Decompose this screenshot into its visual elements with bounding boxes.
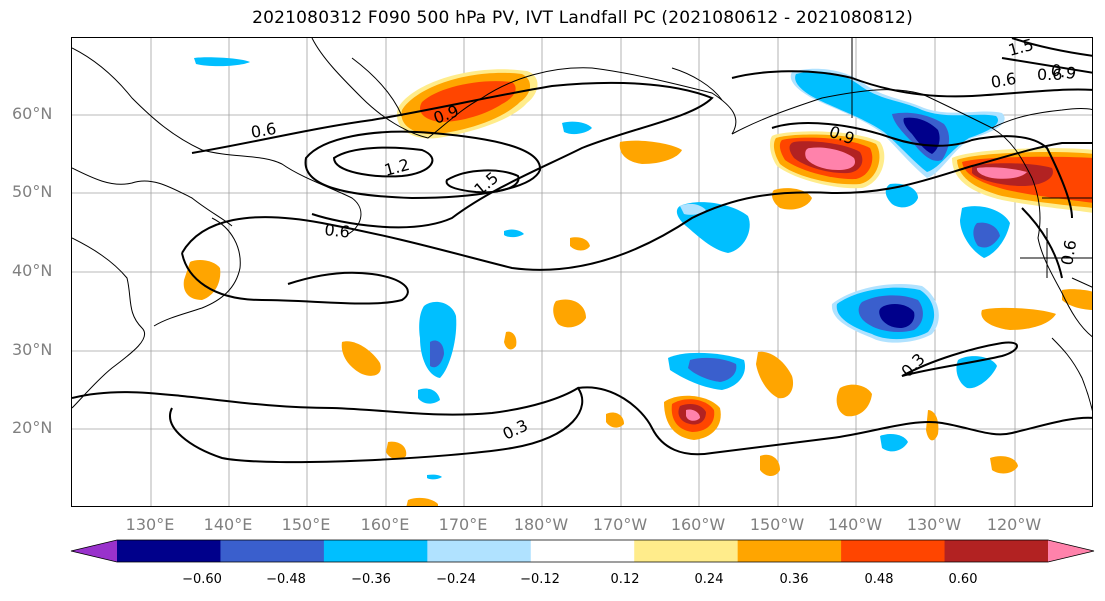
colorbar-box: [117, 540, 221, 562]
shade-small-pos: [981, 307, 1056, 330]
lat-label-50: 50°N: [12, 182, 53, 201]
colorbar-box: [944, 540, 1049, 562]
coastlines: [72, 38, 1092, 412]
contour-label: 0.9: [1049, 60, 1077, 83]
lat-label-40: 40°N: [12, 261, 53, 280]
shade-small-neg: [504, 229, 524, 238]
shade-small-pos: [772, 188, 812, 210]
shade-small-pos: [504, 331, 517, 350]
shade-small-neg: [194, 57, 250, 67]
lat-label-20: 20°N: [12, 418, 53, 437]
shade-small-pos: [756, 351, 794, 399]
colorbar-tick-label: 0.12: [610, 572, 640, 587]
lon-label-140w: 140°W: [827, 515, 883, 534]
shade-small-pos: [760, 454, 780, 476]
gridlines: [72, 38, 1092, 506]
colorbar-outline: [70, 539, 1095, 563]
shade-small-neg: [430, 340, 444, 368]
shade-small-pos: [606, 412, 624, 428]
shade-small-pos: [990, 456, 1018, 474]
map-title: 2021080312 F090 500 hPa PV, IVT Landfall…: [252, 8, 913, 28]
shade-small-pos: [619, 140, 682, 164]
pv-shading: [183, 57, 1092, 506]
contour-label: 0.6: [324, 220, 351, 242]
colorbar-box: [737, 540, 842, 562]
colorbar-tick-label: −0.48: [266, 572, 306, 587]
shade-central-neg: [879, 304, 915, 328]
lon-label-150e: 150°E: [281, 515, 331, 534]
contour-label: 0.6: [1057, 238, 1080, 266]
lon-label-150w: 150°W: [749, 515, 805, 534]
contour-labels: 0.6 0.9 1.2 1.5 0.6 0.9 0.6 1.5 0.9 0.6 …: [249, 38, 1080, 444]
contour-label: 0.6: [249, 119, 277, 142]
lon-label-170w: 170°W: [592, 515, 648, 534]
shade-small-neg: [419, 301, 457, 378]
contour-label: 0.3: [500, 416, 531, 444]
shade-small-neg: [427, 474, 442, 480]
shade-small-pos: [183, 260, 221, 300]
colorbar-tick-label: 0.36: [779, 572, 809, 587]
lat-label-30: 30°N: [12, 340, 53, 359]
lon-label-170e: 170°E: [438, 515, 488, 534]
map-canvas: 0.6 0.9 1.2 1.5 0.6 0.9 0.6 1.5 0.9 0.6 …: [72, 38, 1092, 506]
lon-label-160w: 160°W: [670, 515, 726, 534]
shade-small-pos: [341, 341, 381, 376]
colorbar-tick-label: 0.60: [948, 572, 978, 587]
contour-label: 0.6: [989, 69, 1017, 92]
colorbar-box: [427, 540, 532, 562]
colorbar-tick-label: −0.36: [351, 572, 391, 587]
shade-small-pos: [836, 384, 872, 417]
colorbar-extend-low: [71, 540, 117, 562]
lon-label-130w: 130°W: [906, 515, 962, 534]
shade-ne-pacific: [973, 222, 1000, 248]
contour-label: 0.6: [1037, 65, 1062, 84]
colorbar-box: [841, 540, 946, 562]
colorbar-boxes: [70, 539, 1095, 563]
shade-pacific-nw: [976, 167, 1027, 179]
lon-label-120w: 120°W: [986, 515, 1042, 534]
colorbar-tick-label: −0.60: [182, 572, 222, 587]
shade-ne-pacific: [676, 202, 750, 253]
colorbar-tick-label: 0.48: [864, 572, 894, 587]
shade-gulf-alaska: [805, 147, 856, 170]
lon-label-160e: 160°E: [360, 515, 410, 534]
colorbar-tick-label: −0.12: [520, 572, 560, 587]
shade-ne-pacific: [885, 183, 918, 208]
lon-label-140e: 140°E: [203, 515, 253, 534]
colorbar-tick-label: 0.24: [694, 572, 724, 587]
colorbar-box: [323, 540, 428, 562]
shade-small-pos: [926, 410, 939, 441]
shade-small-pos: [553, 299, 586, 328]
colorbar-tick-label: −0.24: [436, 572, 476, 587]
map-panel: 0.6 0.9 1.2 1.5 0.6 0.9 0.6 1.5 0.9 0.6 …: [71, 37, 1093, 507]
lat-label-60: 60°N: [12, 104, 53, 123]
shade-hawaii-pos: [686, 409, 700, 421]
colorbar-box: [634, 540, 739, 562]
lon-label-180w: 180°W: [513, 515, 569, 534]
shade-small-neg: [418, 388, 440, 404]
shade-small-neg: [956, 356, 997, 389]
shade-hawaii-neg: [688, 357, 737, 382]
lon-label-130e: 130°E: [125, 515, 175, 534]
colorbar-box: [220, 540, 325, 562]
shade-ne-pacific: [680, 203, 706, 215]
shade-small-pos: [1062, 289, 1092, 310]
shade-small-neg: [562, 121, 592, 135]
shade-small-neg: [880, 434, 908, 452]
contour-label: 1.5: [1006, 38, 1036, 60]
pv-contours: [72, 38, 1092, 464]
shade-small-pos: [406, 497, 438, 506]
colorbar-box: [530, 540, 635, 562]
shade-small-pos: [570, 237, 590, 251]
colorbar-extend-high: [1048, 540, 1094, 562]
shade-small-pos: [386, 441, 407, 460]
